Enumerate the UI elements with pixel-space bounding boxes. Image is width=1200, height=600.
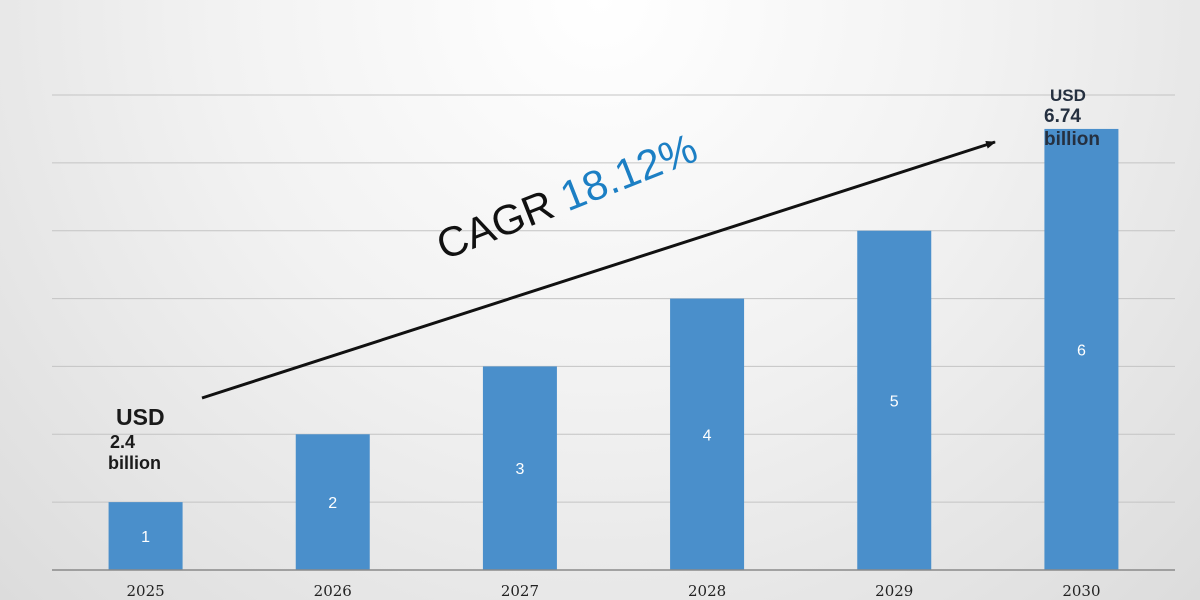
bar-data-label-2027: 3 [515,461,524,478]
end-amount: 6.74 [1044,106,1081,128]
cagr-trend-arrow [201,140,996,400]
bar-2025 [108,502,183,570]
start-value-annotation: USD 2.4 billion [108,404,165,475]
start-currency: USD [116,404,165,430]
x-tick-2026: 2026 [314,582,352,600]
end-currency: USD [1050,86,1086,105]
bar-2028 [670,298,745,570]
x-tick-2030: 2030 [1062,582,1100,600]
start-unit: billion [108,453,161,474]
bar-2027 [482,366,557,570]
x-tick-2027: 2027 [501,582,539,600]
gridlines [52,94,1175,503]
bars: 1 2 3 4 5 6 [108,128,1119,570]
x-axis-ticks: 2025 2026 2027 2028 2029 2030 [126,582,1100,600]
end-value-annotation: USD 6.74 billion [1044,86,1100,152]
bar-data-label-2030: 6 [1077,342,1086,359]
bar-2029 [857,230,932,570]
bar-data-label-2026: 2 [328,495,337,512]
bar-2030 [1044,128,1119,570]
x-tick-2025: 2025 [126,582,164,600]
end-unit: billion [1044,129,1100,151]
bar-data-label-2025: 1 [141,529,150,546]
bar-data-label-2028: 4 [703,427,712,444]
bar-data-label-2029: 5 [890,393,899,410]
x-tick-2028: 2028 [688,582,726,600]
bar-2026 [295,434,370,570]
x-tick-2029: 2029 [875,582,913,600]
start-amount: 2.4 [110,431,136,452]
